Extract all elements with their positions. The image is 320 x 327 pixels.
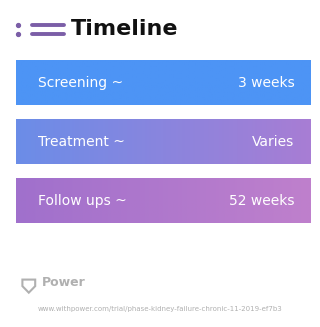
Text: Varies: Varies — [252, 135, 294, 149]
Text: 52 weeks: 52 weeks — [229, 194, 294, 208]
Text: Screening ~: Screening ~ — [38, 77, 124, 90]
Text: Power: Power — [42, 276, 85, 289]
Text: 3 weeks: 3 weeks — [238, 77, 294, 90]
Text: www.withpower.com/trial/phase-kidney-failure-chronic-11-2019-ef7b3: www.withpower.com/trial/phase-kidney-fai… — [38, 306, 282, 312]
Text: Follow ups ~: Follow ups ~ — [38, 194, 127, 208]
Text: Treatment ~: Treatment ~ — [38, 135, 125, 149]
Text: Timeline: Timeline — [70, 19, 178, 40]
